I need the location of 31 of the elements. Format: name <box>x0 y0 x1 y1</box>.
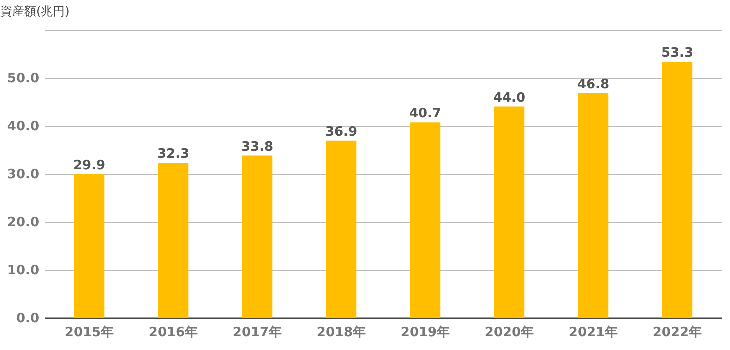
data-label: 36.9 <box>325 124 358 140</box>
data-label: 32.3 <box>157 146 190 162</box>
x-tick-label: 2018年 <box>316 326 366 340</box>
y-axis-title: 資産額(兆円) <box>0 4 70 18</box>
data-label: 46.8 <box>577 77 610 92</box>
data-label: 53.3 <box>661 46 694 62</box>
bar <box>326 140 357 318</box>
x-tick-label: 2019年 <box>400 326 450 340</box>
bar <box>578 93 609 318</box>
data-label: 44.0 <box>493 90 526 106</box>
x-tick-label: 2022年 <box>652 326 702 340</box>
y-tick-label: 30.0 <box>7 168 40 182</box>
y-tick-label: 0.0 <box>16 312 40 326</box>
bar <box>494 106 525 318</box>
bar <box>158 162 189 318</box>
x-tick-label: 2020年 <box>484 326 534 340</box>
bar <box>662 62 693 318</box>
data-label: 29.9 <box>73 158 106 174</box>
x-tick-label: 2016年 <box>148 326 198 340</box>
bar <box>410 122 441 318</box>
data-label: 33.8 <box>241 140 274 155</box>
y-tick-label: 40.0 <box>7 120 40 134</box>
x-tick-label: 2017年 <box>232 326 282 340</box>
data-label: 40.7 <box>409 106 442 122</box>
y-tick-label: 20.0 <box>7 216 40 230</box>
x-tick-label: 2015年 <box>64 326 114 340</box>
bar <box>242 156 273 318</box>
y-tick-label: 10.0 <box>7 264 40 278</box>
x-tick-label: 2021年 <box>568 326 618 340</box>
bar <box>74 174 105 318</box>
y-tick-label: 50.0 <box>7 72 40 86</box>
